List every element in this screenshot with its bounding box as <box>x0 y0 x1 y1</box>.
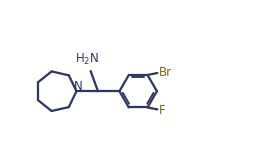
Text: H$_2$N: H$_2$N <box>75 52 99 67</box>
Text: N: N <box>74 80 83 93</box>
Text: Br: Br <box>159 66 172 79</box>
Text: F: F <box>159 104 166 117</box>
